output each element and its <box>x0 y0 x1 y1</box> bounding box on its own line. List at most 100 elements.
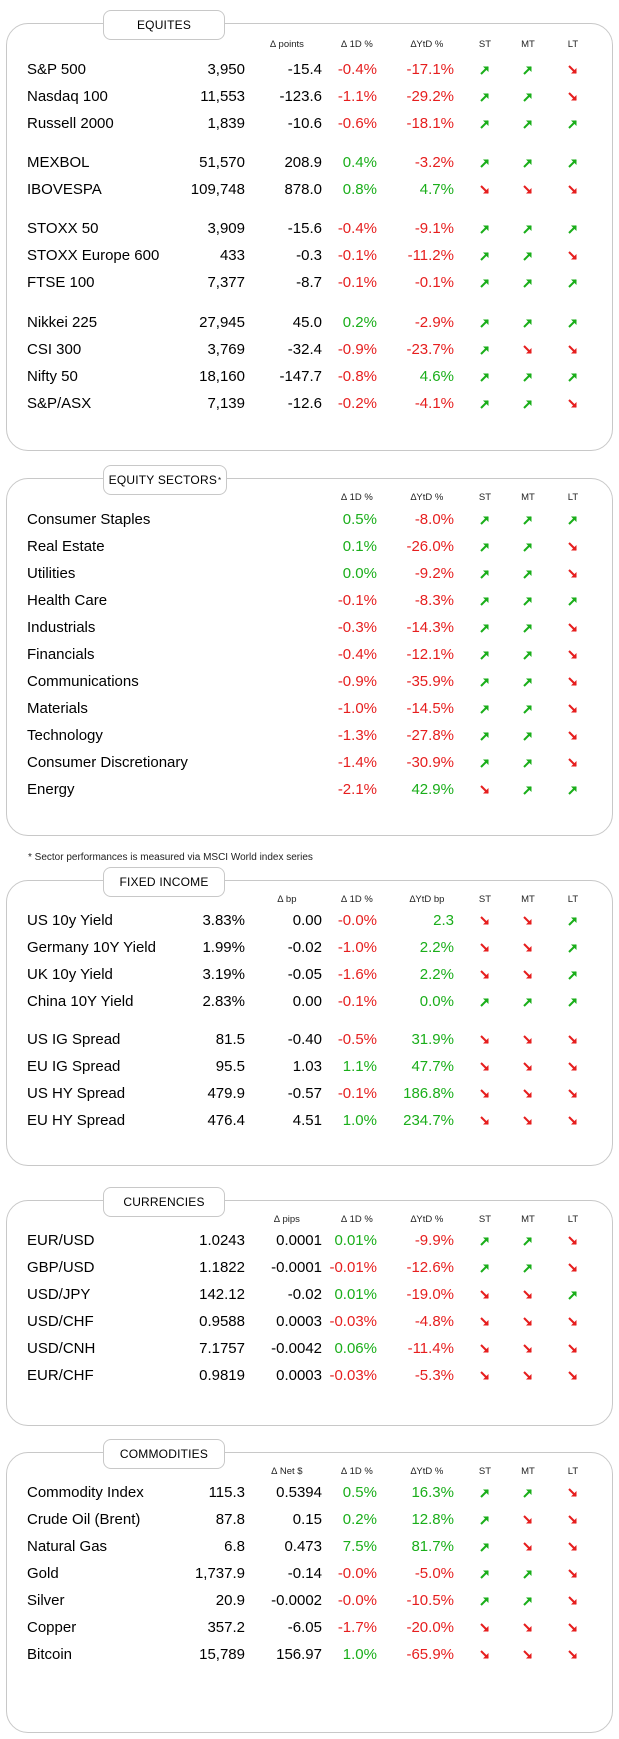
row-name: FTSE 100 <box>27 274 95 291</box>
row-level: 95.5 <box>215 1058 245 1075</box>
header-ytd: ∆YtD % <box>410 1214 444 1225</box>
trend-up-icon <box>523 705 532 714</box>
equity-sectors-title-mark: * <box>218 475 222 485</box>
row-1d-change: -1.6% <box>337 966 377 983</box>
table-row: Gold 1,737.9 -0.14 -0.0% -5.0% <box>7 1563 612 1585</box>
row-delta: 4.51 <box>292 1112 322 1129</box>
row-ytd-change: 2.3 <box>433 912 454 929</box>
trend-up-icon <box>523 319 532 328</box>
row-name: EU IG Spread <box>27 1058 121 1075</box>
row-name: GBP/USD <box>27 1259 95 1276</box>
row-delta: 0.5394 <box>276 1484 322 1501</box>
row-ytd-change: -19.0% <box>406 1286 454 1303</box>
table-row: Communications -0.9% -35.9% <box>7 671 612 693</box>
row-delta: -0.3 <box>296 247 322 264</box>
row-delta: 156.97 <box>276 1646 322 1663</box>
trend-down-icon <box>568 1569 577 1578</box>
row-1d-change: 0.5% <box>342 511 377 528</box>
row-ytd-change: 4.7% <box>419 181 454 198</box>
row-ytd-change: 31.9% <box>411 1031 454 1048</box>
row-1d-change: -0.1% <box>337 993 377 1010</box>
trend-down-icon <box>480 970 489 979</box>
row-level: 433 <box>219 247 245 264</box>
trend-up-icon <box>523 759 532 768</box>
table-row: EUR/CHF 0.9819 0.0003 -0.03% -5.3% <box>7 1365 612 1387</box>
equities-title: EQUITES <box>103 10 225 40</box>
table-row: US IG Spread 81.5 -0.40 -0.5% 31.9% <box>7 1029 612 1051</box>
trend-up-icon <box>568 917 577 926</box>
row-level: 1.1822 <box>199 1259 245 1276</box>
row-level: 81.5 <box>215 1031 245 1048</box>
header-st: ST <box>478 1214 492 1225</box>
row-1d-change: -1.0% <box>337 700 377 717</box>
trend-up-icon <box>568 1291 577 1300</box>
trend-up-icon <box>480 1516 489 1525</box>
header-1d: ∆ 1D % <box>341 492 373 503</box>
trend-up-icon <box>523 570 532 579</box>
trend-down-icon <box>523 1623 532 1632</box>
row-level: 115.3 <box>208 1484 245 1501</box>
trend-down-icon <box>480 1623 489 1632</box>
trend-up-icon <box>568 279 577 288</box>
row-level: 6.8 <box>224 1538 245 1555</box>
header-delta: ∆ bp <box>277 894 297 905</box>
row-1d-change: -1.0% <box>337 939 377 956</box>
row-name: UK 10y Yield <box>27 966 113 983</box>
row-1d-change: 0.1% <box>342 538 377 555</box>
table-row: Consumer Staples 0.5% -8.0% <box>7 509 612 531</box>
row-level: 479.9 <box>207 1085 245 1102</box>
row-1d-change: -0.9% <box>337 341 377 358</box>
row-name: MEXBOL <box>27 154 90 171</box>
trend-down-icon <box>568 399 577 408</box>
row-1d-change: -0.6% <box>337 115 377 132</box>
trend-down-icon <box>568 1263 577 1272</box>
sectors-footnote: * Sector performances is measured via MS… <box>28 852 313 863</box>
trend-down-icon <box>523 1542 532 1551</box>
row-level: 3.83% <box>202 912 245 929</box>
row-delta: -0.0002 <box>271 1592 322 1609</box>
row-name: Real Estate <box>27 538 105 555</box>
row-level: 87.8 <box>215 1511 245 1528</box>
table-row: UK 10y Yield 3.19% -0.05 -1.6% 2.2% <box>7 964 612 986</box>
table-row: Utilities 0.0% -9.2% <box>7 563 612 585</box>
trend-down-icon <box>480 1344 489 1353</box>
row-1d-change: -0.4% <box>337 646 377 663</box>
row-1d-change: 1.0% <box>342 1646 377 1663</box>
row-name: US 10y Yield <box>27 912 113 929</box>
row-name: Industrials <box>27 619 96 636</box>
trend-up-icon <box>480 624 489 633</box>
equities-panel: EQUITES ∆ points ∆ 1D % ∆YtD % ST MT LT … <box>6 10 613 451</box>
trend-up-icon <box>480 400 489 409</box>
trend-up-icon <box>523 1597 532 1606</box>
trend-up-icon <box>480 373 489 382</box>
row-1d-change: -0.1% <box>337 274 377 291</box>
trend-down-icon <box>480 916 489 925</box>
row-level: 20.9 <box>215 1592 245 1609</box>
row-name: Financials <box>27 646 95 663</box>
currencies-title: CURRENCIES <box>103 1187 225 1217</box>
row-level: 1,737.9 <box>194 1565 245 1582</box>
row-1d-change: -0.0% <box>337 1565 377 1582</box>
trend-down-icon <box>568 1650 577 1659</box>
trend-down-icon <box>480 785 489 794</box>
header-ytd: ∆YtD % <box>410 492 444 503</box>
trend-up-icon <box>523 624 532 633</box>
row-name: US HY Spread <box>27 1085 126 1102</box>
trend-up-icon <box>568 786 577 795</box>
row-1d-change: -0.1% <box>337 247 377 264</box>
table-row: EU IG Spread 95.5 1.03 1.1% 47.7% <box>7 1056 612 1078</box>
table-row: Silver 20.9 -0.0002 -0.0% -10.5% <box>7 1590 612 1612</box>
row-ytd-change: -27.8% <box>406 727 454 744</box>
header-st: ST <box>478 39 492 50</box>
row-1d-change: -0.4% <box>337 61 377 78</box>
trend-up-icon <box>523 373 532 382</box>
trend-down-icon <box>568 731 577 740</box>
row-ytd-change: -11.4% <box>407 1340 454 1357</box>
row-ytd-change: 16.3% <box>411 1484 454 1501</box>
trend-up-icon <box>480 732 489 741</box>
row-ytd-change: 234.7% <box>403 1112 454 1129</box>
header-1d: ∆ 1D % <box>341 1214 373 1225</box>
table-row: Real Estate 0.1% -26.0% <box>7 536 612 558</box>
trend-up-icon <box>568 319 577 328</box>
row-name: Copper <box>27 1619 77 1636</box>
